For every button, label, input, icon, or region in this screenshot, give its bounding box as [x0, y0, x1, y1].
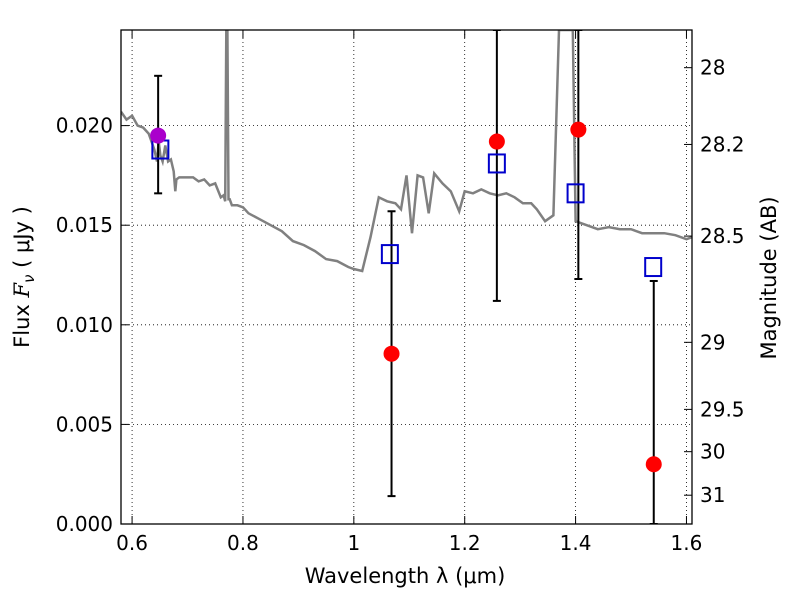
y-axis-label-symbol: F: [10, 282, 34, 299]
x-tick-label: 0.8: [227, 531, 259, 555]
magnitude-tick-label: 28.2: [700, 132, 745, 156]
model-band-square: [566, 183, 585, 204]
observed-point: [570, 121, 587, 138]
x-tick-label: 1.6: [671, 531, 703, 555]
y-tick-label: 0.005: [56, 412, 113, 436]
observed-point: [645, 456, 662, 473]
axis-ticks: [121, 30, 692, 525]
y-tick-label: 0.020: [56, 114, 113, 138]
plot-frame: [120, 29, 693, 525]
y-axis-label-suffix: ( μJy ): [10, 206, 34, 274]
observed-point: [150, 127, 167, 144]
plot-area: [121, 30, 692, 524]
observed-points: [150, 121, 662, 473]
y-tick-label: 0.015: [56, 213, 113, 237]
observed-point: [488, 133, 505, 150]
x-tick-label: 1.4: [560, 531, 592, 555]
magnitude-tick-label: 28: [700, 56, 725, 80]
x-tick-label: 1.2: [449, 531, 481, 555]
y-tick-label: 0.000: [56, 512, 113, 536]
model-band-square: [380, 244, 399, 265]
observed-point: [383, 345, 400, 362]
sed-model-line: [121, 30, 692, 273]
y-axis-label-prefix: Flux: [10, 298, 34, 348]
magnitude-tick-label: 31: [700, 483, 725, 507]
x-axis-label: Wavelength λ (μm): [305, 564, 506, 588]
model-band-square: [644, 257, 663, 278]
y-tick-label: 0.010: [56, 313, 113, 337]
magnitude-tick-label: 30: [700, 440, 725, 464]
magnitude-tick-label: 28.5: [700, 224, 745, 248]
x-tick-label: 0.6: [116, 531, 148, 555]
magnitude-tick-label: 29: [700, 330, 725, 354]
magnitude-tick-label: 29.5: [700, 397, 745, 421]
y-axis-label: Flux Fν ( μJy ): [10, 206, 38, 348]
right-axis-label: Magnitude (AB): [757, 196, 781, 359]
y-axis-label-subscript: ν: [20, 275, 38, 283]
x-tick-label: 1: [347, 531, 360, 555]
model-band-square: [487, 153, 506, 174]
tick-labels: 0.6 0.8 1 1.2 1.4 1.6 0.000 0.005 0.010 0.015 0.02…: [56, 56, 745, 555]
